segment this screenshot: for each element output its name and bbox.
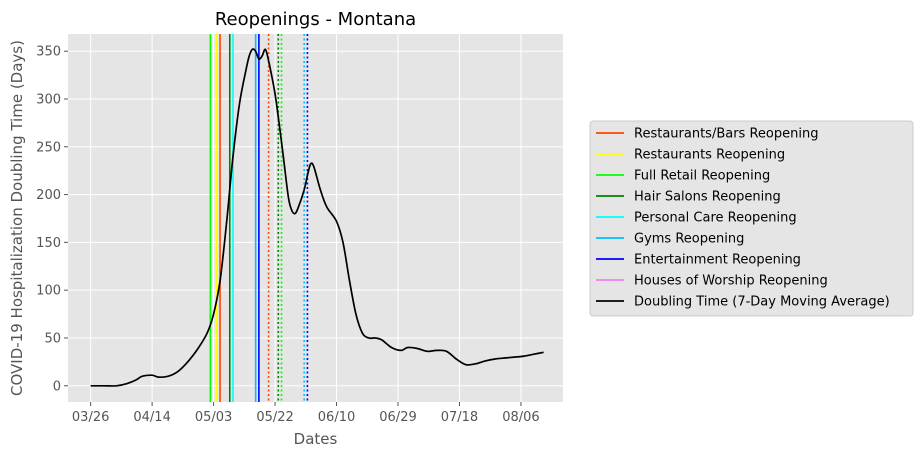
y-axis-label: COVID-19 Hospitalization Doubling Time (… [8, 40, 26, 396]
reopening-markers [209, 34, 309, 402]
x-tick-label: 05/22 [256, 410, 293, 425]
legend-label: Gyms Reopening [634, 232, 744, 247]
series-line-doubling-time [90, 48, 544, 387]
x-tick-label: 07/18 [441, 410, 478, 425]
legend-label: Restaurants Reopening [634, 148, 785, 163]
y-tick-label: 50 [44, 331, 61, 346]
x-tick-label: 04/14 [133, 410, 170, 425]
legend-box [589, 120, 914, 317]
y-tick-label: 350 [36, 45, 61, 60]
y-tick-label: 150 [36, 236, 61, 251]
plot-area [68, 34, 563, 402]
y-tick-label: 250 [36, 140, 61, 155]
legend-label: Houses of Worship Reopening [634, 274, 828, 289]
y-tick-label: 300 [36, 92, 61, 107]
legend: Restaurants/Bars Reopening Restaurants Re… [589, 120, 914, 317]
y-tick-label: 0 [53, 379, 61, 394]
legend-label: Doubling Time (7-Day Moving Average) [634, 295, 890, 310]
x-tick-label: 03/26 [72, 410, 109, 425]
y-tick-label: 100 [36, 284, 61, 299]
legend-label: Restaurants/Bars Reopening [634, 127, 818, 142]
legend-label: Hair Salons Reopening [634, 190, 781, 205]
y-tick-label: 200 [36, 188, 61, 203]
legend-label: Entertainment Reopening [634, 253, 801, 268]
x-tick-label: 06/29 [379, 410, 416, 425]
x-tick-label: 06/10 [318, 410, 355, 425]
x-axis-label: Dates [294, 430, 338, 448]
chart-title: Reopenings - Montana [215, 9, 416, 30]
x-tick-label: 08/06 [502, 410, 539, 425]
legend-label: Personal Care Reopening [634, 211, 797, 226]
x-tick-label: 05/03 [195, 410, 232, 425]
y-axis-ticks: 0 50 100 150 200 250 300 350 [36, 45, 68, 394]
legend-label: Full Retail Reopening [634, 169, 770, 184]
x-axis-ticks: 03/26 04/14 05/03 05/22 06/10 06/29 07/18 08/06 [72, 402, 540, 425]
